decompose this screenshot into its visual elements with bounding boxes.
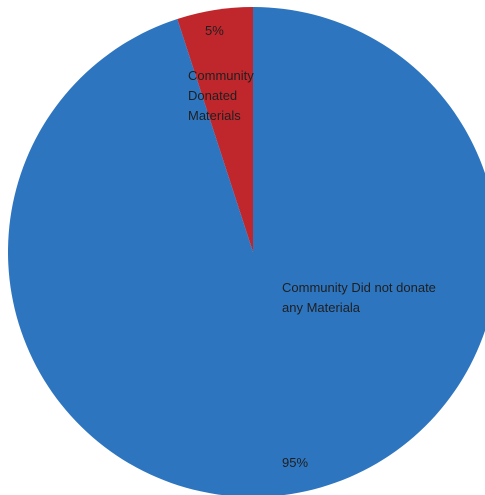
slice-category-line: Materials [188,108,241,123]
pie-slice-not-donated [8,7,485,495]
slice-percent-label-donated: 5% [205,23,224,38]
slice-category-line: Donated [188,88,237,103]
pie-slice-donated [177,6,253,252]
slice-category-line: Community Did not donate [282,280,436,295]
slice-category-line: Community [188,68,254,83]
slice-category-label-donated: Community Donated Materials [188,68,257,123]
slice-category-label-not-donated: Community Did not donate any Materiala [282,280,440,315]
slice-percent-label-not-donated: 95% [282,455,308,470]
slice-category-line: any Materiala [282,300,361,315]
